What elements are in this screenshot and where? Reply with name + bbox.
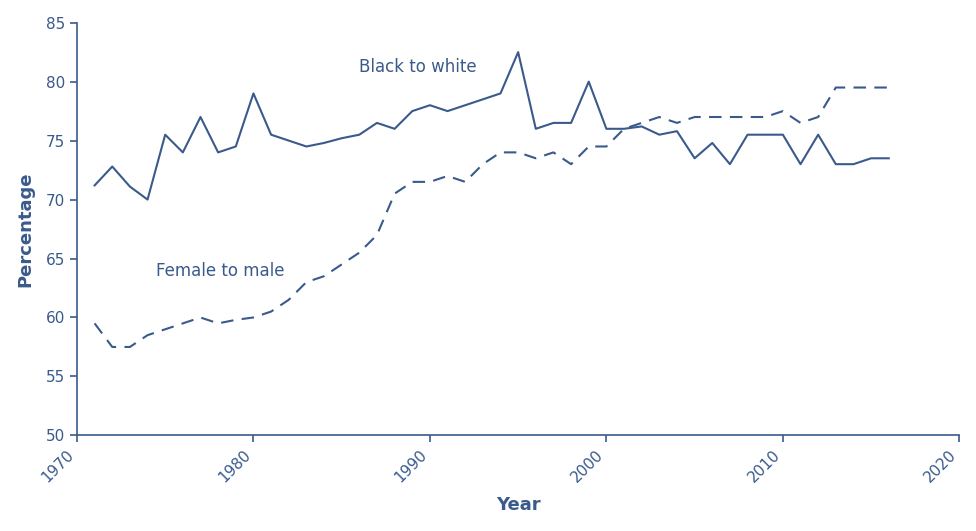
Text: Female to male: Female to male	[156, 262, 285, 280]
Y-axis label: Percentage: Percentage	[17, 172, 35, 287]
X-axis label: Year: Year	[496, 496, 541, 515]
Text: Black to white: Black to white	[359, 58, 477, 76]
